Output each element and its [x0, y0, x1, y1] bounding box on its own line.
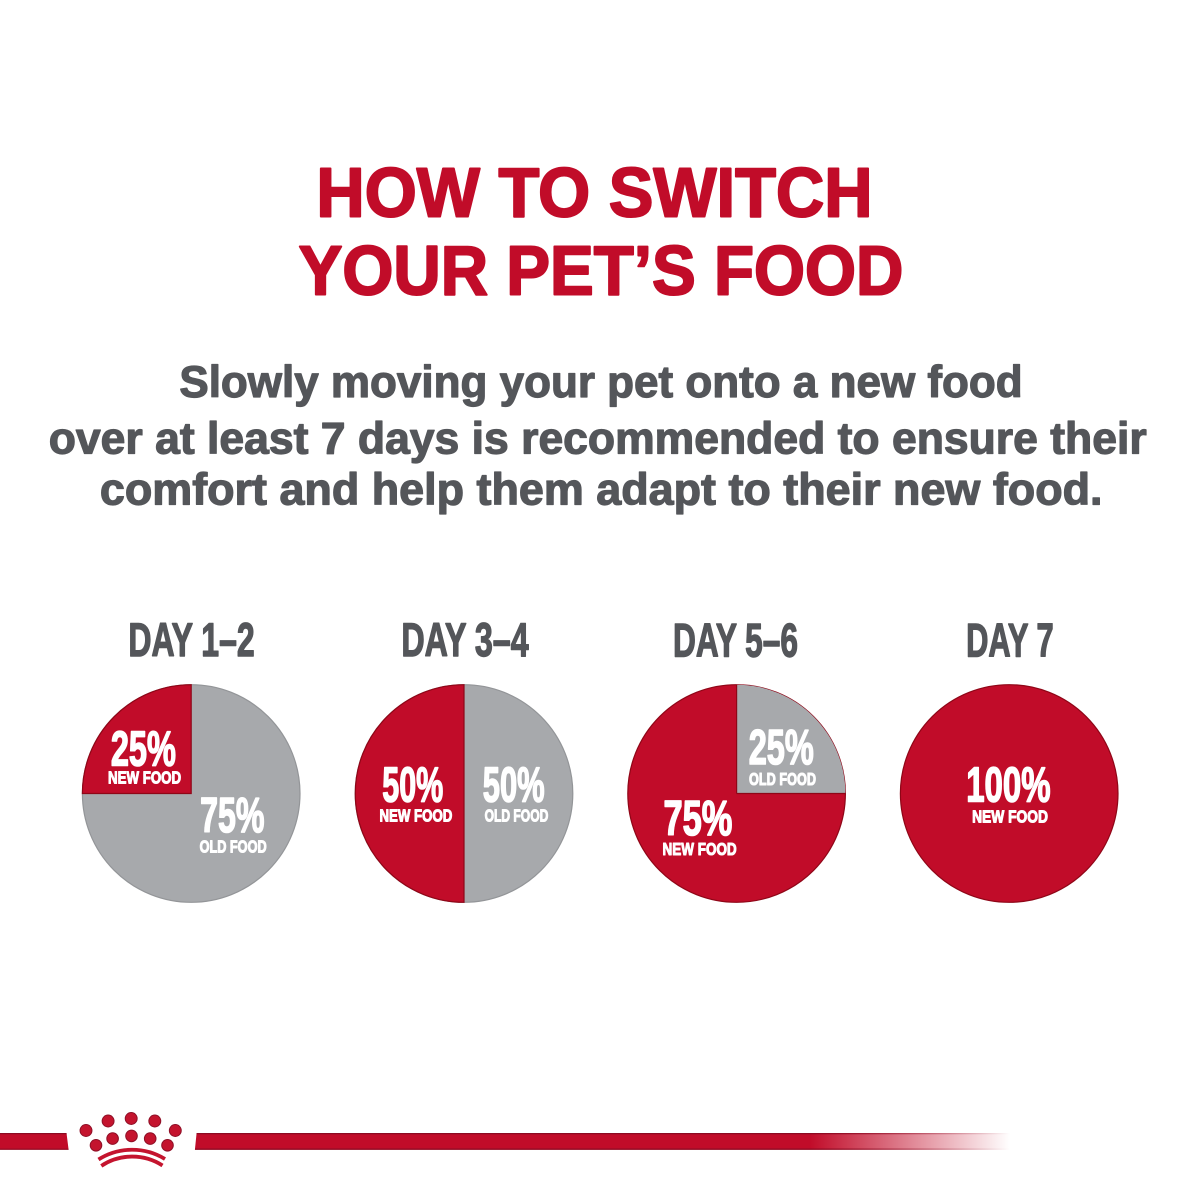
svg-text:75%: 75% — [200, 788, 264, 842]
svg-text:NEW FOOD: NEW FOOD — [379, 806, 452, 825]
svg-text:NEW FOOD: NEW FOOD — [663, 840, 737, 859]
svg-text:DAY 7: DAY 7 — [966, 615, 1054, 667]
svg-text:DAY 1–2: DAY 1–2 — [128, 613, 254, 667]
svg-text:over at least 7 days is recomm: over at least 7 days is recommended to e… — [49, 414, 1147, 463]
svg-text:OLD FOOD: OLD FOOD — [485, 806, 549, 826]
svg-text:OLD FOOD: OLD FOOD — [749, 770, 816, 790]
svg-text:100%: 100% — [966, 757, 1050, 812]
svg-text:NEW FOOD: NEW FOOD — [972, 807, 1048, 827]
svg-text:Slowly moving your pet onto a: Slowly moving your pet onto a new food — [179, 358, 1022, 407]
svg-text:DAY 5–6: DAY 5–6 — [673, 613, 798, 667]
svg-text:OLD FOOD: OLD FOOD — [200, 837, 267, 857]
svg-text:25%: 25% — [111, 721, 176, 776]
svg-text:NEW FOOD: NEW FOOD — [108, 769, 181, 788]
svg-text:HOW TO SWITCH: HOW TO SWITCH — [316, 154, 872, 231]
svg-text:75%: 75% — [663, 791, 732, 845]
svg-text:DAY 3–4: DAY 3–4 — [401, 613, 529, 667]
svg-text:comfort and help them adapt to: comfort and help them adapt to their new… — [100, 466, 1103, 515]
svg-text:25%: 25% — [749, 719, 814, 774]
svg-text:50%: 50% — [483, 757, 545, 812]
svg-text:YOUR PET’S FOOD: YOUR PET’S FOOD — [299, 233, 904, 310]
svg-text:50%: 50% — [382, 757, 443, 812]
